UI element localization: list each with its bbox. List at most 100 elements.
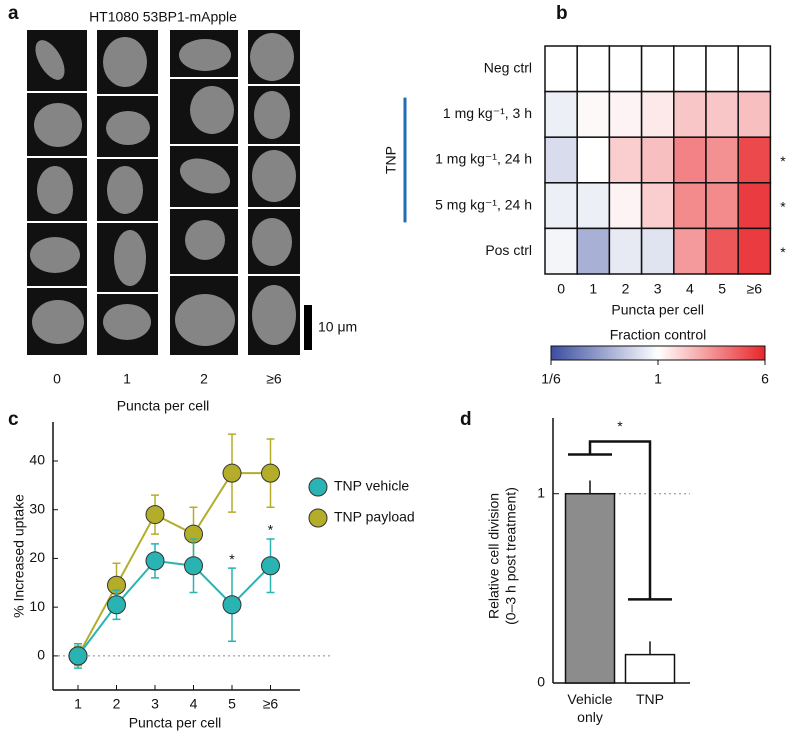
- heatmap-cell: [576, 90, 611, 138]
- column-label: 0: [53, 371, 61, 387]
- x-axis-label: Puncta per cell: [611, 302, 704, 318]
- y-tick-label: 30: [29, 500, 45, 516]
- column-label: 1: [123, 371, 131, 387]
- heatmap-cell: [737, 90, 772, 138]
- y-axis-label: % Increased uptake: [11, 494, 27, 618]
- point: [68, 646, 88, 666]
- heatmap-cell: [673, 136, 707, 184]
- y-tick-label: 20: [29, 549, 45, 565]
- heatmap-cell: [673, 182, 707, 230]
- row-label: Pos ctrl: [485, 242, 532, 258]
- point: [145, 551, 165, 571]
- column-label: 5: [718, 281, 726, 297]
- significance: *: [780, 153, 786, 169]
- x-tick-label: 2: [113, 696, 121, 712]
- point: [184, 556, 203, 576]
- x-axis-label: Puncta per cell: [129, 715, 222, 731]
- heatmap-cell: [705, 136, 739, 184]
- x-tick-label: Vehicle only: [567, 691, 612, 725]
- y-tick-label: 40: [29, 452, 45, 468]
- heatmap-cell: [576, 136, 611, 184]
- point: [145, 505, 165, 525]
- scale-bar-label: 10 μm: [318, 319, 357, 335]
- x-tick-label: TNP: [636, 691, 664, 707]
- heatmap-cell: [673, 90, 707, 138]
- legend-label: TNP vehicle: [334, 478, 409, 494]
- heatmap-cell: [673, 45, 707, 93]
- row-label: 1 mg kg⁻¹, 24 h: [435, 151, 532, 167]
- bar: [624, 653, 676, 684]
- row-group-label: TNP: [383, 146, 399, 174]
- heatmap-cell: [608, 45, 643, 93]
- significance: *: [229, 551, 235, 567]
- legend-marker: [308, 508, 328, 528]
- column-label: 2: [200, 371, 208, 387]
- point: [222, 463, 242, 483]
- heatmap-cell: [640, 227, 675, 275]
- column-label: 3: [654, 281, 662, 297]
- heatmap-cell: [705, 227, 739, 275]
- significance: *: [617, 418, 623, 434]
- series-line: [77, 559, 272, 657]
- row-label: Neg ctrl: [484, 60, 532, 76]
- heatmap-cell: [608, 136, 643, 184]
- point: [261, 463, 280, 483]
- colorbar-label: Fraction control: [610, 327, 706, 343]
- point: [107, 595, 126, 615]
- point: [222, 595, 242, 615]
- row-label: 1 mg kg⁻¹, 3 h: [443, 105, 532, 121]
- legend-marker: [308, 477, 328, 497]
- x-tick-label: ≥6: [263, 696, 279, 712]
- heatmap-cell: [544, 90, 578, 138]
- significance: *: [780, 244, 786, 260]
- column-label: 4: [686, 281, 694, 297]
- panel-a-title: HT1080 53BP1-mApple: [89, 9, 237, 25]
- heatmap-cell: [544, 136, 578, 184]
- heatmap-cell: [737, 227, 772, 275]
- heatmap-cell: [608, 182, 643, 230]
- micrographs: [27, 30, 312, 355]
- y-tick-label: 0: [537, 674, 545, 690]
- heatmap-cell: [576, 45, 611, 93]
- heatmap-cell: [640, 45, 675, 93]
- x-tick-label: 1: [74, 696, 82, 712]
- heatmap-cell: [737, 136, 772, 184]
- heatmap-cell: [576, 227, 611, 275]
- y-tick-label: 1: [537, 484, 545, 500]
- column-label: 0: [557, 281, 565, 297]
- colorbar: [550, 345, 766, 361]
- heatmap-cell: [544, 45, 578, 93]
- column-label: 1: [589, 281, 597, 297]
- heatmap-cell: [640, 182, 675, 230]
- legend-label: TNP payload: [334, 509, 415, 525]
- panel-label: d: [460, 409, 472, 430]
- x-tick-label: 3: [151, 696, 159, 712]
- heatmap-cell: [673, 227, 707, 275]
- series-line: [77, 472, 271, 657]
- significance-bracket: [568, 440, 672, 601]
- panel-label: b: [556, 3, 568, 24]
- row-label: 5 mg kg⁻¹, 24 h: [435, 196, 532, 212]
- colorbar-tick-label: 1/6: [541, 371, 561, 387]
- heatmap-cell: [576, 182, 611, 230]
- heatmap-cell: [608, 227, 643, 275]
- x-axis-label: Puncta per cell: [117, 398, 210, 414]
- y-axis-label: Relative cell division: [486, 493, 502, 619]
- heatmap-cell: [737, 182, 772, 230]
- heatmap-cell: [705, 45, 739, 93]
- x-tick-label: 5: [228, 696, 236, 712]
- heatmap-cell: [737, 45, 772, 93]
- y-tick-label: 0: [37, 647, 45, 663]
- colorbar-tick-label: 6: [761, 371, 769, 387]
- heatmap-cell: [640, 90, 675, 138]
- column-label: ≥6: [266, 371, 282, 387]
- heatmap-cell: [544, 182, 578, 230]
- y-tick-label: 10: [29, 598, 45, 614]
- heatmap-cell: [608, 90, 643, 138]
- heatmap-cell: [544, 227, 578, 275]
- y-axis-label: (0–3 h post treatment): [503, 487, 519, 625]
- heatmap-cell: [640, 136, 675, 184]
- point: [261, 556, 280, 576]
- column-label: ≥6: [747, 281, 763, 297]
